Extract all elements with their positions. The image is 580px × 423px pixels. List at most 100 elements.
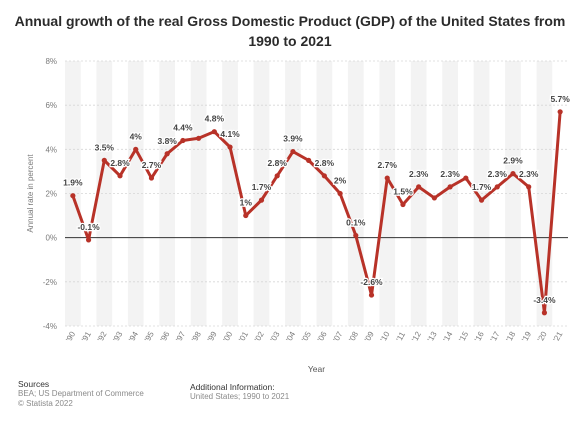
- x-tick-label: '99: [206, 330, 219, 344]
- x-tick-label: '04: [284, 330, 297, 344]
- data-label: -0.1%: [77, 222, 100, 232]
- data-point: [368, 292, 375, 298]
- data-point: [196, 135, 202, 141]
- data-point: [164, 151, 170, 157]
- data-point: [180, 137, 186, 144]
- source-bea: BEA; US Department of Commerce: [18, 389, 144, 398]
- data-label: 2%: [334, 176, 347, 186]
- data-point: [431, 195, 437, 201]
- data-point: [416, 184, 422, 190]
- data-label: 2.3%: [409, 169, 429, 179]
- x-tick-label: '98: [190, 330, 203, 344]
- background-band: [505, 61, 521, 326]
- x-tick-label: '96: [159, 330, 172, 344]
- x-tick-label: '14: [441, 330, 454, 344]
- x-tick-label: '97: [174, 330, 187, 344]
- data-label: 4.1%: [220, 129, 240, 139]
- sources-heading: Sources: [18, 379, 50, 389]
- x-tick-label: '90: [64, 330, 77, 344]
- source-statista: © Statista 2022: [18, 399, 73, 408]
- x-tick-label: '05: [300, 330, 313, 344]
- background-band: [96, 61, 113, 326]
- x-tick-label: '17: [489, 330, 502, 344]
- data-point: [70, 193, 76, 199]
- data-label: 1%: [240, 198, 253, 208]
- data-label: 2.8%: [268, 158, 288, 168]
- x-tick-label: '01: [237, 330, 250, 344]
- sources-block: Sources BEA; US Department of Commerce ©…: [18, 379, 144, 409]
- background-band: [127, 61, 144, 326]
- data-label: 4.4%: [173, 123, 193, 133]
- data-label: 2.3%: [440, 169, 460, 179]
- x-tick-label: '15: [457, 330, 470, 344]
- x-tick-label: '20: [536, 330, 549, 344]
- data-label: 3.8%: [157, 136, 177, 146]
- y-tick-label: -2%: [43, 278, 57, 287]
- background-band: [347, 61, 364, 326]
- data-label: 4.8%: [205, 114, 225, 124]
- data-label: 2.3%: [488, 169, 508, 179]
- data-label: 2.8%: [110, 158, 130, 168]
- data-point: [526, 184, 532, 190]
- x-tick-label: '91: [80, 330, 93, 344]
- data-point: [243, 212, 249, 219]
- data-label: 0.1%: [346, 217, 366, 227]
- chart-title: Annual growth of the real Gross Domestic…: [14, 13, 566, 49]
- data-label: 3.5%: [95, 142, 115, 152]
- y-tick-label: 2%: [45, 190, 57, 199]
- background-band: [316, 61, 333, 326]
- data-point: [258, 197, 265, 203]
- x-tick-label: '02: [253, 330, 266, 344]
- y-axis-title: Annual rate in percent: [26, 154, 35, 233]
- x-tick-label: '10: [379, 330, 392, 344]
- additional-info-block: Additional Information: United States; 1…: [190, 382, 289, 402]
- data-point: [541, 310, 548, 316]
- x-tick-label: '08: [347, 330, 360, 344]
- x-tick-label: '07: [331, 330, 344, 344]
- x-tick-label: '16: [473, 330, 486, 344]
- x-tick-label: '00: [221, 330, 234, 344]
- background-band: [285, 61, 301, 326]
- data-label: -2.6%: [360, 277, 383, 287]
- line-chart: -4% -2% 0% 2% 4% 6% 8% Annual rate in percent '9…: [26, 57, 572, 374]
- data-point: [85, 237, 92, 243]
- data-label: 2.3%: [519, 169, 539, 179]
- x-tick-label: '09: [363, 330, 376, 344]
- x-tick-label: '92: [96, 330, 109, 344]
- x-axis-title: Year: [308, 364, 325, 374]
- data-label: 2.9%: [503, 156, 523, 166]
- data-point: [117, 173, 123, 179]
- data-point: [101, 157, 107, 163]
- data-label: 2.7%: [142, 160, 162, 170]
- x-tick-label: '06: [316, 330, 329, 344]
- y-tick-label: 0%: [45, 234, 57, 243]
- data-point: [148, 175, 155, 181]
- data-label: 5.7%: [550, 94, 570, 104]
- y-tick-label: 4%: [45, 145, 57, 154]
- data-point: [510, 171, 516, 177]
- x-tick-label: '11: [394, 330, 407, 343]
- background-band: [379, 61, 396, 326]
- data-point: [290, 148, 296, 155]
- data-point: [306, 157, 312, 163]
- data-point: [321, 173, 327, 179]
- data-point: [463, 175, 469, 181]
- data-label: 3.9%: [283, 134, 303, 144]
- x-tick-label: '12: [410, 330, 423, 344]
- data-label: 1.5%: [393, 187, 413, 197]
- x-tick-label: '13: [426, 330, 439, 344]
- x-tick-label: '94: [127, 330, 140, 344]
- data-point: [494, 184, 500, 190]
- data-point: [447, 184, 453, 190]
- x-tick-label: '03: [269, 330, 282, 344]
- data-point: [274, 173, 280, 179]
- data-label: -3.4%: [533, 295, 556, 305]
- y-tick-label: -4%: [43, 322, 57, 331]
- series-line: [71, 110, 562, 315]
- y-tick-label: 6%: [45, 101, 57, 110]
- data-point: [353, 232, 359, 239]
- data-point: [133, 146, 139, 152]
- data-point: [557, 109, 563, 115]
- x-tick-label: '95: [143, 330, 156, 344]
- data-point: [337, 190, 343, 197]
